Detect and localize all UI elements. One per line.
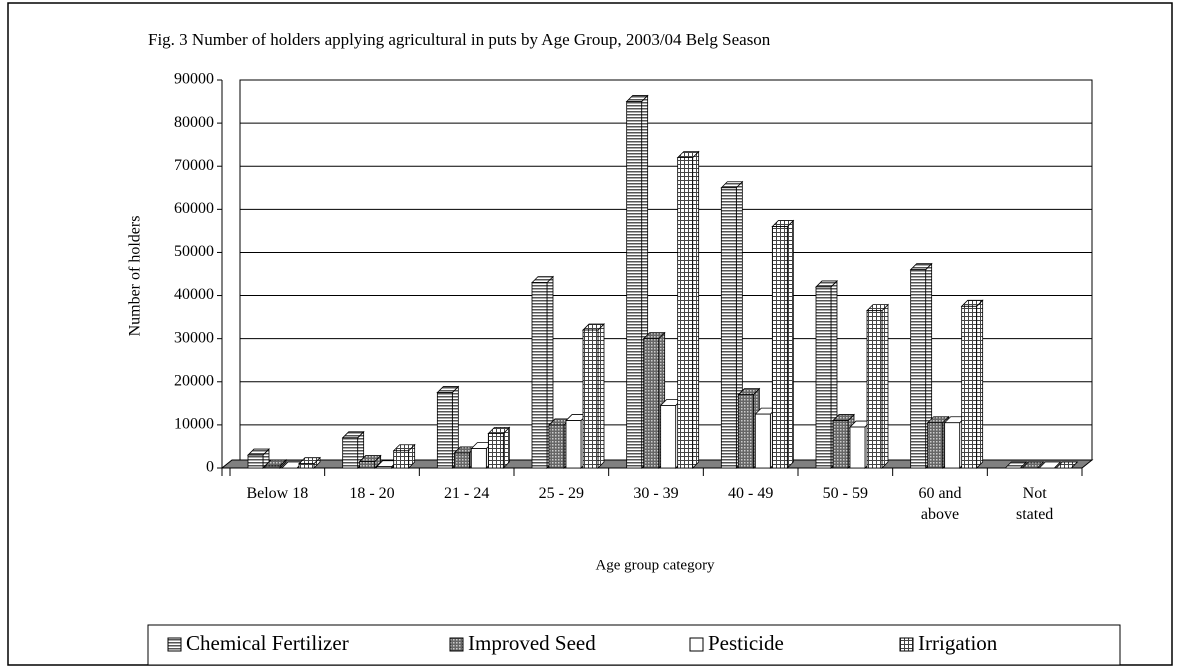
bar-side [597, 323, 605, 469]
bar [453, 452, 470, 469]
legend-swatch [449, 637, 464, 652]
bar [359, 461, 376, 469]
legend-label: Pesticide [708, 631, 784, 655]
bar [436, 392, 453, 469]
bar [910, 269, 927, 469]
bar-side [692, 150, 700, 469]
y-axis-label: Number of holders [127, 216, 144, 337]
bar [720, 187, 737, 469]
legend-swatch [899, 637, 914, 652]
bar [626, 101, 643, 469]
bar [677, 157, 694, 469]
chart-title: Fig. 3 Number of holders applying agricu… [148, 30, 771, 49]
bar [944, 422, 961, 469]
bar [832, 420, 849, 469]
legend-label: Irrigation [918, 631, 998, 655]
bar-top [1038, 461, 1062, 469]
bar [927, 422, 944, 469]
y-tick-label: 30000 [174, 329, 214, 346]
y-tick-label: 10000 [174, 416, 214, 433]
x-axis-label: Age group category [595, 557, 715, 573]
bar [643, 338, 660, 469]
legend-swatch [167, 637, 182, 652]
x-tick-label: 25 - 29 [538, 485, 584, 502]
bar [470, 448, 487, 469]
back-wall [239, 79, 1093, 461]
bar [548, 424, 565, 469]
bar [565, 420, 582, 469]
bar [376, 466, 393, 469]
bar [298, 463, 315, 469]
bar-side [786, 219, 794, 469]
bar [342, 437, 359, 469]
y-tick-label: 20000 [174, 372, 214, 389]
bar [849, 426, 866, 469]
bar [660, 405, 677, 469]
bar [866, 310, 883, 469]
bar-side [976, 299, 984, 469]
bar [754, 413, 771, 469]
bar-top [1021, 461, 1045, 469]
bar [815, 286, 832, 469]
x-tick-label: 60 and above [918, 485, 962, 523]
bar [487, 433, 504, 469]
x-tick-label: 21 - 24 [443, 485, 490, 502]
legend-box [147, 624, 1121, 666]
bar-side [881, 303, 889, 469]
bar [531, 282, 548, 469]
bar [582, 329, 599, 469]
y-tick-label: 40000 [174, 286, 214, 303]
y-tick-label: 80000 [174, 114, 214, 131]
bar-top [1004, 461, 1028, 469]
legend-label: Chemical Fertilizer [186, 631, 349, 655]
y-tick-label: 90000 [174, 71, 214, 88]
bar [771, 226, 788, 469]
legend-swatch [689, 637, 704, 652]
legend-label: Improved Seed [468, 631, 596, 655]
bar [737, 394, 754, 469]
x-tick-label: 18 - 20 [349, 485, 395, 502]
bar [961, 305, 978, 469]
bar-top [1055, 461, 1079, 469]
x-tick-label: Not stated [1015, 485, 1054, 523]
y-tick-label: 0 [206, 459, 214, 476]
y-tick-label: 70000 [174, 157, 214, 174]
bar [393, 450, 410, 469]
x-tick-label: Below 18 [246, 485, 309, 502]
bar-side [502, 426, 510, 469]
x-tick-label: 30 - 39 [633, 485, 679, 502]
x-tick-label: 50 - 59 [822, 485, 868, 502]
bar [247, 454, 264, 469]
x-tick-label: 40 - 49 [727, 485, 774, 502]
bar [264, 465, 281, 469]
y-tick-label: 50000 [174, 243, 214, 260]
y-tick-label: 60000 [174, 200, 214, 217]
